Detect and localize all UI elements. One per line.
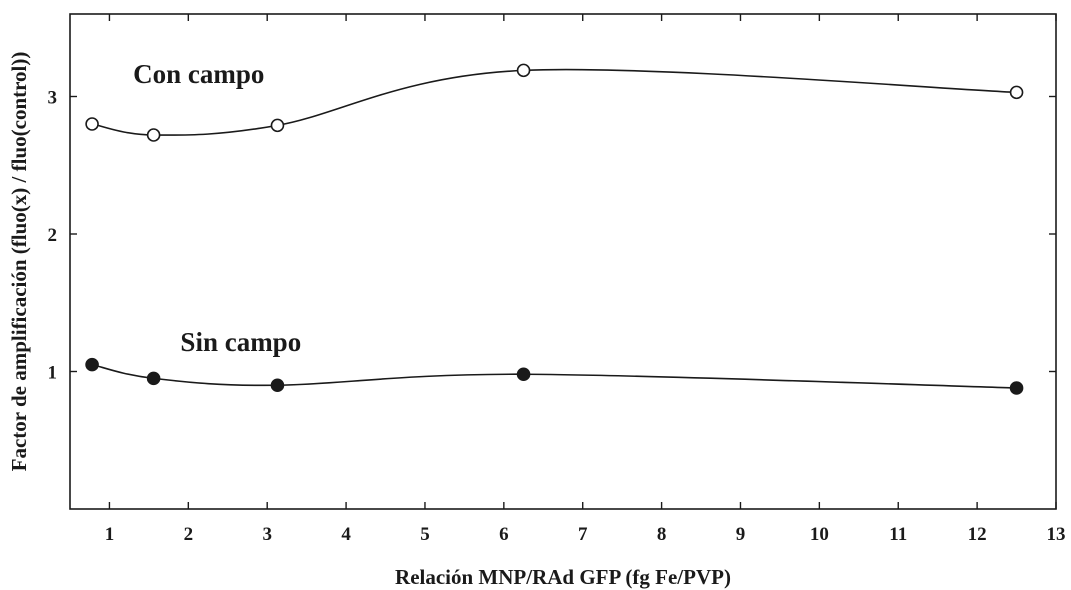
data-point-sin-campo xyxy=(85,357,99,372)
data-point-con-campo xyxy=(85,117,99,131)
x-tick-label: 4 xyxy=(341,524,351,545)
data-point-sin-campo xyxy=(146,371,161,386)
series-line-sin-campo xyxy=(91,363,1017,389)
data-point-con-campo xyxy=(1009,85,1024,100)
data-point-con-campo xyxy=(146,128,161,142)
x-tick-label: 1 xyxy=(105,524,115,545)
plot-frame xyxy=(69,13,1057,510)
data-point-con-campo xyxy=(270,118,285,133)
x-tick-label: 8 xyxy=(657,524,667,545)
x-tick-label: 13 xyxy=(1047,524,1066,545)
data-point-sin-campo xyxy=(1009,381,1024,395)
x-tick-label: 7 xyxy=(578,524,588,545)
series-label-con-campo: Con campo xyxy=(133,59,264,89)
x-tick-label: 6 xyxy=(499,524,509,545)
axes xyxy=(69,13,1057,510)
data-point-con-campo xyxy=(516,63,531,78)
x-tick-label: 9 xyxy=(736,524,746,545)
y-axis-title: Factor de amplificación (fluo(x) / fluo(… xyxy=(7,52,31,472)
y-tick-label: 2 xyxy=(48,225,58,246)
x-tick-label: 10 xyxy=(810,524,829,545)
x-tick-label: 11 xyxy=(889,524,907,545)
x-tick-label: 5 xyxy=(420,524,430,545)
x-tick-label: 2 xyxy=(184,524,194,545)
y-tick-label: 1 xyxy=(48,363,58,384)
x-tick-label: 12 xyxy=(968,524,987,545)
y-tick-label: 3 xyxy=(48,88,58,109)
series-markers xyxy=(85,63,1024,395)
x-tick-label: 3 xyxy=(262,524,272,545)
series-label-sin-campo: Sin campo xyxy=(180,327,301,357)
x-axis-title: Relación MNP/RAd GFP (fg Fe/PVP) xyxy=(395,565,731,589)
data-point-sin-campo xyxy=(516,367,531,382)
data-point-sin-campo xyxy=(270,378,285,393)
